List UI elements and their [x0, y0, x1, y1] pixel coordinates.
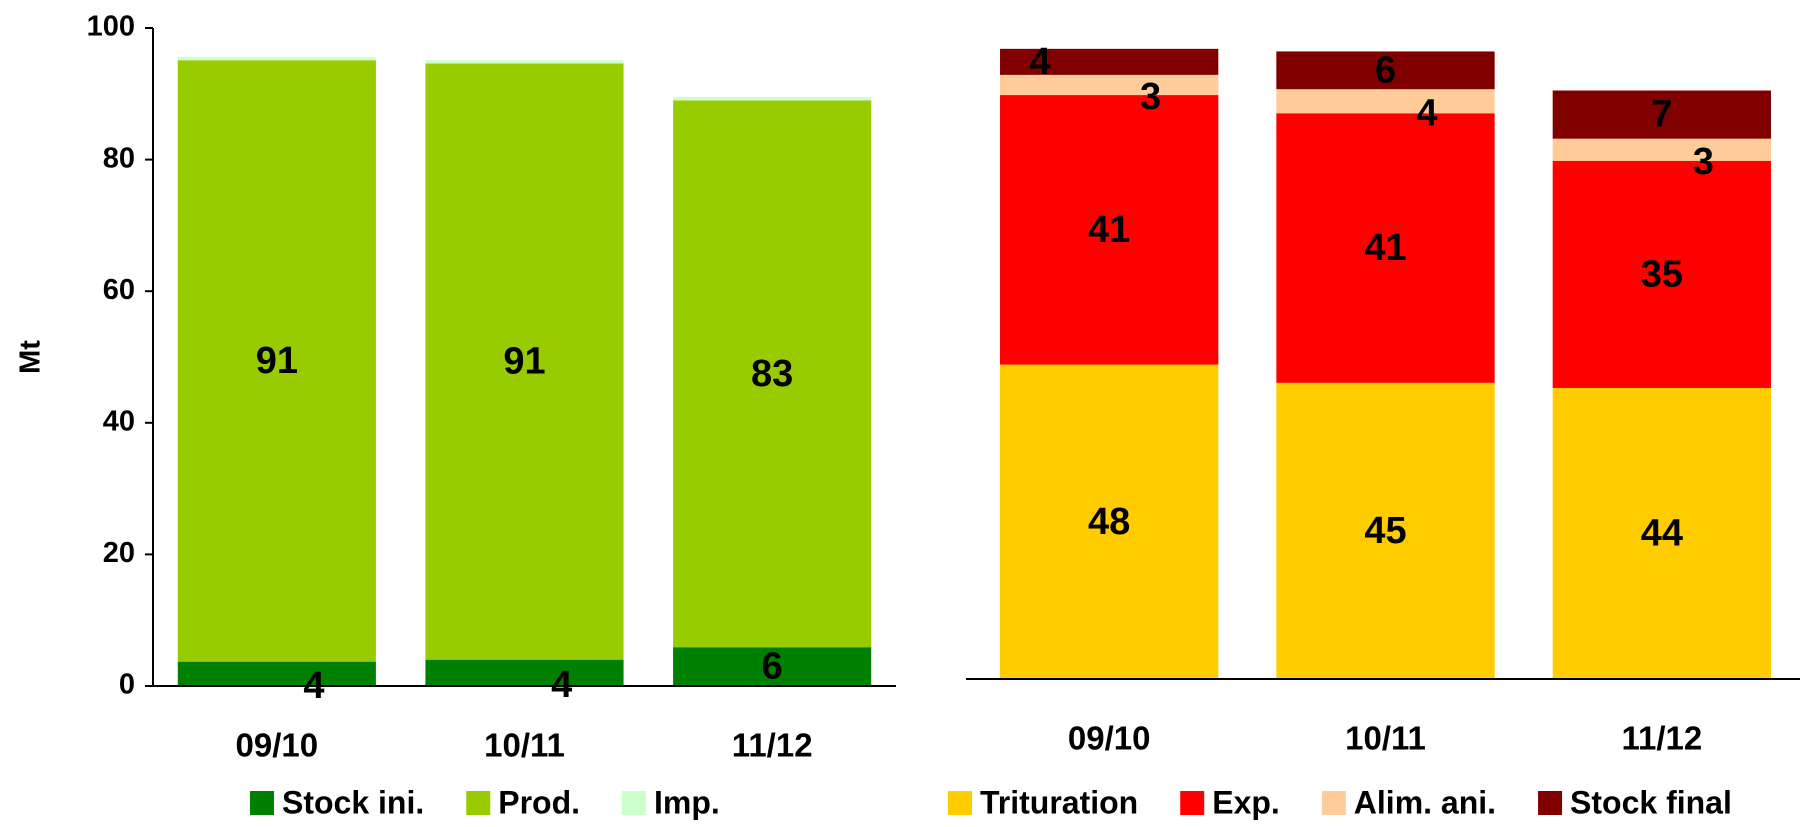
data-label: 6	[1375, 49, 1396, 91]
x-tick-label: 10/11	[1345, 720, 1426, 757]
legend-swatch	[1538, 791, 1563, 815]
legend-label: Imp.	[654, 784, 720, 820]
data-label: 4	[1030, 41, 1051, 83]
legend-label: Stock ini.	[282, 784, 424, 820]
bar-segment	[177, 60, 376, 662]
y-tick-label: 0	[119, 669, 135, 701]
y-axis-label: Mt	[15, 340, 47, 374]
x-tick-label: 11/12	[1621, 720, 1702, 757]
data-label: 3	[1140, 76, 1161, 118]
bar-segment	[1552, 160, 1771, 389]
legend-label: Stock final	[1570, 784, 1732, 820]
data-label: 3	[1693, 141, 1714, 183]
bar-segment	[1552, 138, 1771, 161]
legend-swatch	[250, 791, 274, 815]
data-label: 83	[751, 353, 793, 395]
legend-swatch	[622, 791, 647, 815]
legend-swatch	[948, 791, 972, 815]
bar-segment	[673, 97, 872, 101]
data-label: 4	[551, 664, 572, 706]
legend-swatch	[1321, 791, 1346, 815]
bar-segment	[425, 659, 624, 686]
legend-label: Alim. ani.	[1354, 784, 1496, 820]
x-tick-label: 09/10	[1068, 720, 1151, 757]
data-label: 41	[1364, 227, 1406, 269]
y-tick-label: 40	[103, 405, 135, 437]
bar-segment	[1552, 388, 1771, 679]
bar-segment	[425, 63, 624, 660]
data-label: 91	[503, 341, 545, 383]
bar-segment	[1000, 48, 1219, 75]
bar-segment	[1276, 51, 1495, 90]
legend-swatch	[1180, 791, 1205, 815]
data-label: 91	[256, 340, 298, 382]
data-label: 4	[1416, 92, 1437, 134]
data-label: 41	[1088, 209, 1130, 251]
y-tick-label: 100	[87, 11, 135, 43]
x-tick-label: 09/10	[236, 727, 319, 764]
bar-segment	[1276, 89, 1495, 114]
bar-segment	[673, 100, 872, 648]
bar-segment	[177, 56, 376, 61]
data-label: 45	[1364, 510, 1406, 552]
legend-swatch	[466, 791, 491, 815]
data-label: 6	[762, 646, 783, 688]
y-tick-label: 80	[103, 142, 135, 174]
bar-segment	[1276, 382, 1495, 679]
y-tick-label: 60	[103, 274, 135, 306]
bar-segment	[1000, 364, 1219, 679]
bar-segment	[1276, 113, 1495, 383]
bar-segment	[673, 647, 872, 686]
bar-segment	[425, 60, 624, 64]
legend-label: Trituration	[980, 784, 1138, 820]
bar-segment	[1552, 90, 1771, 139]
bar-segment	[1000, 74, 1219, 96]
bar-segment	[177, 661, 376, 686]
data-label: 48	[1088, 501, 1130, 543]
data-label: 35	[1641, 253, 1683, 295]
y-tick-label: 20	[103, 537, 135, 569]
legend-label: Prod.	[498, 784, 580, 820]
bar-segment	[1000, 95, 1219, 365]
legend-label: Exp.	[1212, 784, 1280, 820]
data-label: 44	[1641, 513, 1683, 555]
data-label: 7	[1651, 94, 1672, 136]
x-tick-label: 11/12	[732, 727, 813, 764]
x-tick-label: 10/11	[484, 727, 565, 764]
